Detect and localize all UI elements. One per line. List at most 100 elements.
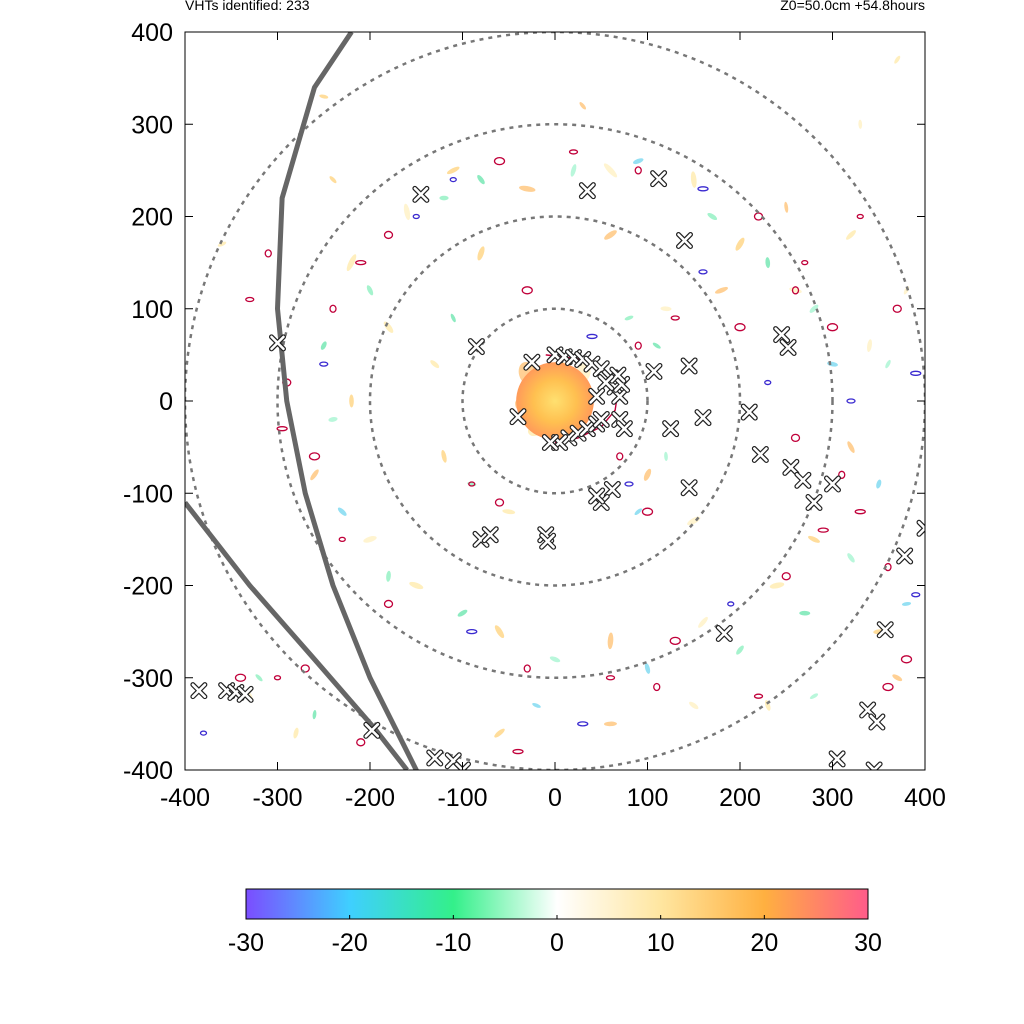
updraft-blob <box>519 185 536 192</box>
vht-marker <box>876 621 894 639</box>
updraft-blob <box>698 616 708 628</box>
vht-marker <box>676 231 693 249</box>
vorticity-contour <box>892 304 902 313</box>
x-tick-label: -100 <box>437 784 487 812</box>
vorticity-contour <box>586 333 598 340</box>
downdraft-blob <box>809 693 819 700</box>
downdraft-blob <box>532 702 541 708</box>
updraft-blob <box>409 581 424 590</box>
vorticity-contour <box>854 509 866 515</box>
vorticity-contour <box>838 470 846 479</box>
downdraft-blob <box>765 257 771 269</box>
vorticity-contour <box>669 636 681 645</box>
vht-marker <box>597 374 615 392</box>
vht-marker <box>868 713 886 731</box>
vht-marker <box>541 434 559 452</box>
x-tick-label: 100 <box>627 784 669 812</box>
downdraft-blob <box>799 610 811 616</box>
vht-marker-cross <box>510 409 526 424</box>
vht-marker-cross <box>270 335 285 351</box>
vorticity-contour <box>801 259 809 266</box>
vht-marker <box>650 170 668 188</box>
updraft-blob <box>784 201 789 213</box>
updraft-blob <box>847 441 855 453</box>
vht-marker <box>269 334 286 352</box>
downdraft-blob <box>570 164 577 177</box>
vorticity-contour <box>641 507 654 516</box>
vorticity-contour <box>781 572 791 581</box>
updraft-blob <box>319 94 329 99</box>
updraft-blob <box>579 102 587 110</box>
vht-marker-cross <box>561 430 577 446</box>
vht-marker <box>680 479 698 497</box>
vht-marker <box>782 458 800 476</box>
vht-marker-cross <box>716 626 732 641</box>
vorticity-contour <box>383 599 394 609</box>
updraft-blob <box>735 237 745 251</box>
vorticity-contour <box>900 655 913 664</box>
vht-marker-cross <box>589 389 604 404</box>
updraft-blob <box>858 119 863 129</box>
y-tick-label: 200 <box>131 204 173 232</box>
vorticity-contour <box>412 213 420 220</box>
updraft-blob <box>690 171 697 188</box>
vht-marker <box>916 519 925 537</box>
x-tick-label: 300 <box>812 784 854 812</box>
vht-marker-cross <box>455 762 470 770</box>
downdraft-blob <box>320 341 327 350</box>
vorticity-contour <box>468 481 476 487</box>
colorbar-tick-label: 10 <box>647 929 675 957</box>
updraft-blob <box>867 339 872 353</box>
updraft-blob <box>894 55 901 64</box>
vht-marker-cross <box>829 751 845 767</box>
colorbar-tick-label: -10 <box>435 929 471 957</box>
vht-marker <box>578 182 596 200</box>
downdraft-blob <box>809 304 819 313</box>
vht-marker <box>805 493 823 511</box>
vht-marker-cross <box>825 476 840 492</box>
updraft-blob <box>808 535 820 543</box>
vht-marker <box>694 409 712 427</box>
vorticity-contour <box>338 536 346 543</box>
vorticity-contour <box>308 452 321 461</box>
vht-marker-cross <box>795 473 811 488</box>
downdraft-blob <box>255 674 263 682</box>
updraft-blob <box>349 394 354 408</box>
updraft-blob <box>689 701 699 710</box>
vorticity-contour <box>653 682 661 692</box>
vht-marker <box>662 420 680 438</box>
downdraft-blob <box>328 417 338 422</box>
vht-marker-cross <box>540 533 555 549</box>
vht-marker <box>865 761 883 770</box>
x-tick-label: 200 <box>719 784 761 812</box>
vorticity-contour <box>605 675 616 681</box>
vht-marker <box>615 420 633 438</box>
updraft-blob <box>687 516 701 526</box>
vorticity-contour <box>329 304 337 313</box>
storm-track <box>185 500 409 770</box>
downdraft-blob <box>450 313 456 323</box>
updraft-blob <box>446 166 460 175</box>
vht-marker <box>588 387 606 405</box>
downdraft-blob <box>549 656 561 663</box>
vht-marker <box>363 721 381 739</box>
updraft-blob <box>502 509 516 515</box>
vht-marker-cross <box>413 187 429 202</box>
vorticity-contour <box>273 675 282 681</box>
vht-marker <box>190 682 208 700</box>
vht-marker-cross <box>570 425 586 441</box>
vht-marker-cross <box>191 683 207 698</box>
downdraft-blob <box>652 342 661 349</box>
vht-marker <box>609 366 627 384</box>
updraft-blob <box>346 254 357 272</box>
y-tick-label: 100 <box>131 296 173 324</box>
vorticity-contour <box>882 682 894 692</box>
vht-marker-cross <box>524 354 540 370</box>
vorticity-contour <box>616 452 624 461</box>
y-tick-label: 300 <box>131 111 173 139</box>
vht-marker-cross <box>610 367 626 383</box>
vorticity-contour <box>234 673 247 682</box>
downdraft-blob <box>457 609 468 617</box>
vht-marker-cross <box>482 527 498 543</box>
vht-marker-cross <box>584 356 600 372</box>
